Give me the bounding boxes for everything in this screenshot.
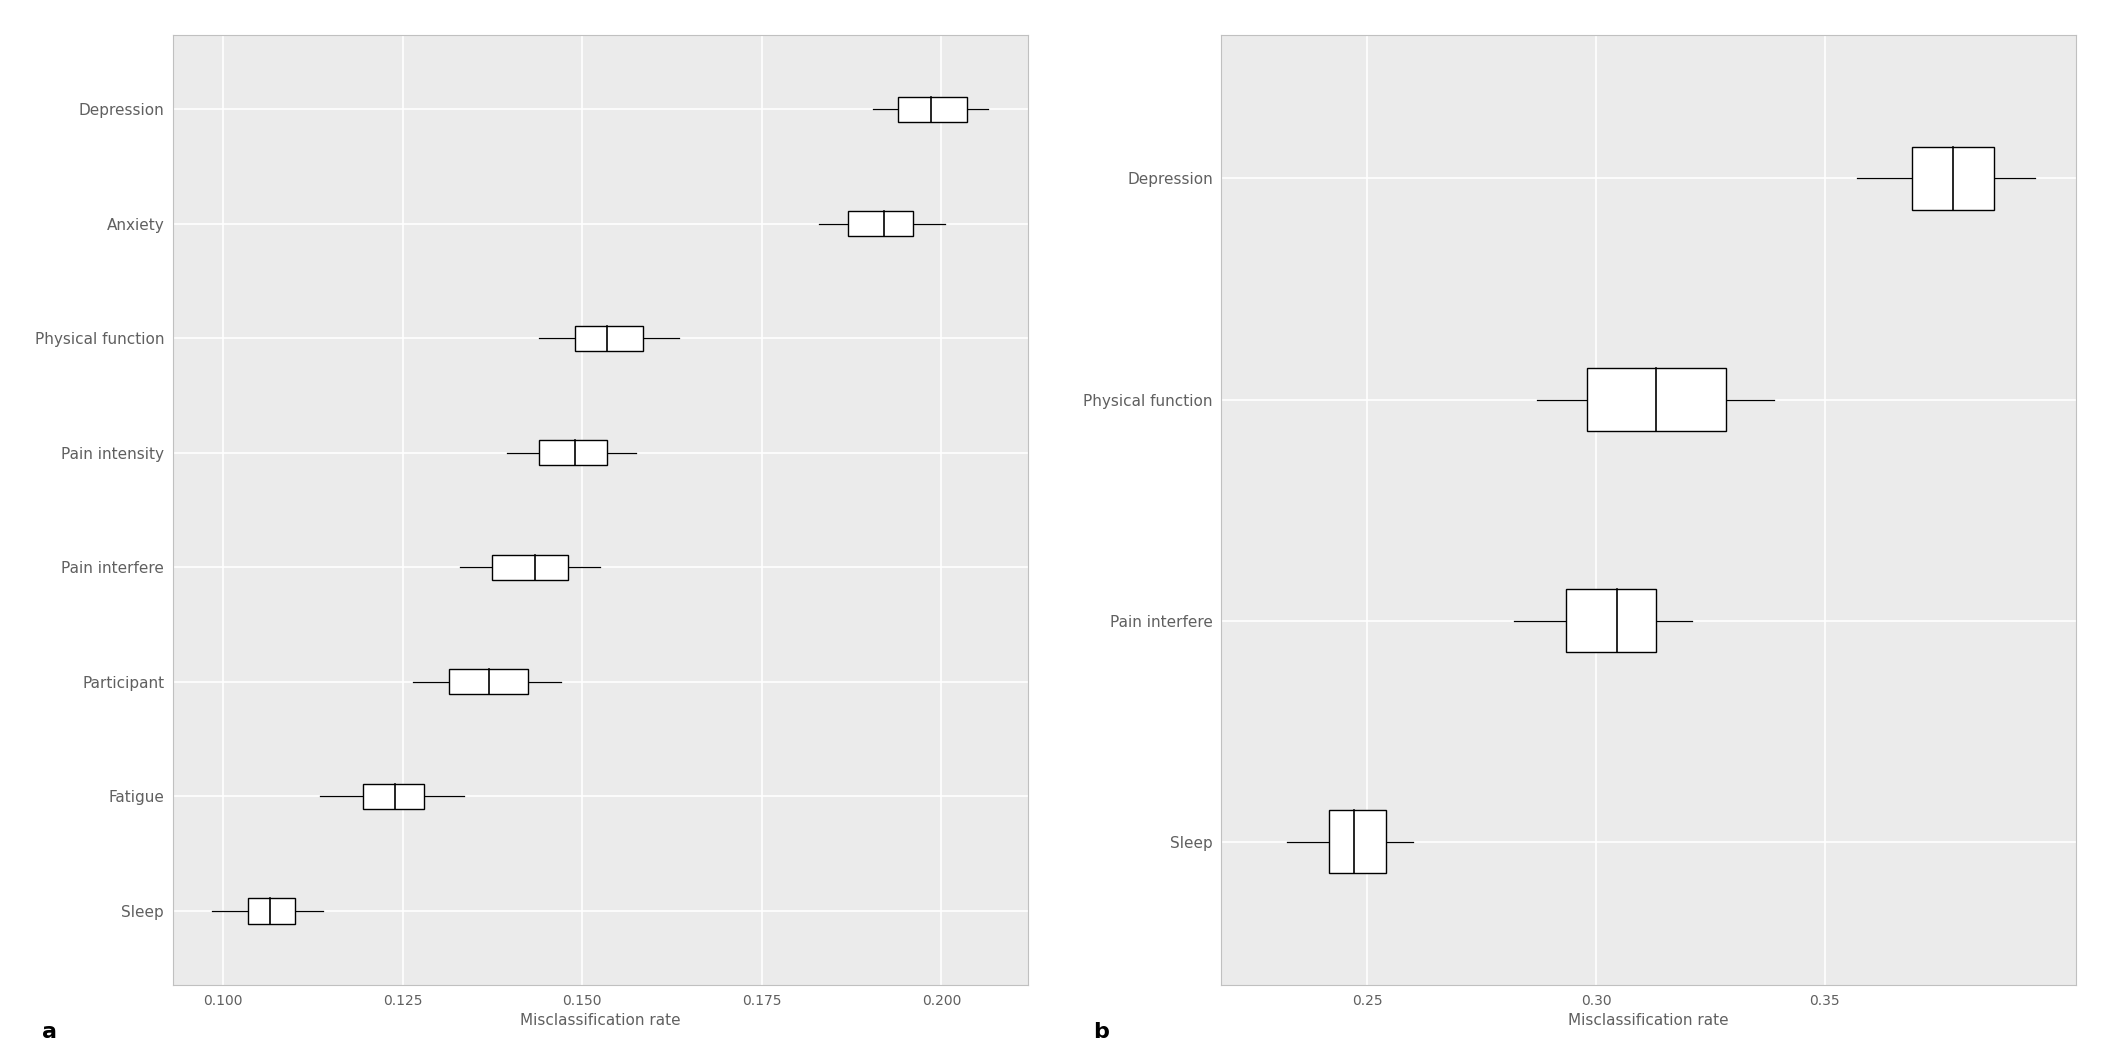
FancyBboxPatch shape <box>1913 147 1995 210</box>
Text: a: a <box>42 1022 57 1042</box>
FancyBboxPatch shape <box>538 440 608 466</box>
FancyBboxPatch shape <box>899 97 967 122</box>
FancyBboxPatch shape <box>1566 589 1655 653</box>
Text: b: b <box>1093 1022 1108 1042</box>
FancyBboxPatch shape <box>574 325 644 351</box>
FancyBboxPatch shape <box>1328 810 1385 874</box>
X-axis label: Misclassification rate: Misclassification rate <box>1568 1013 1729 1028</box>
FancyBboxPatch shape <box>849 212 912 236</box>
X-axis label: Misclassification rate: Misclassification rate <box>519 1013 680 1028</box>
FancyBboxPatch shape <box>450 670 528 694</box>
FancyBboxPatch shape <box>363 783 424 809</box>
FancyBboxPatch shape <box>492 555 568 580</box>
FancyBboxPatch shape <box>247 898 296 924</box>
FancyBboxPatch shape <box>1587 368 1727 432</box>
